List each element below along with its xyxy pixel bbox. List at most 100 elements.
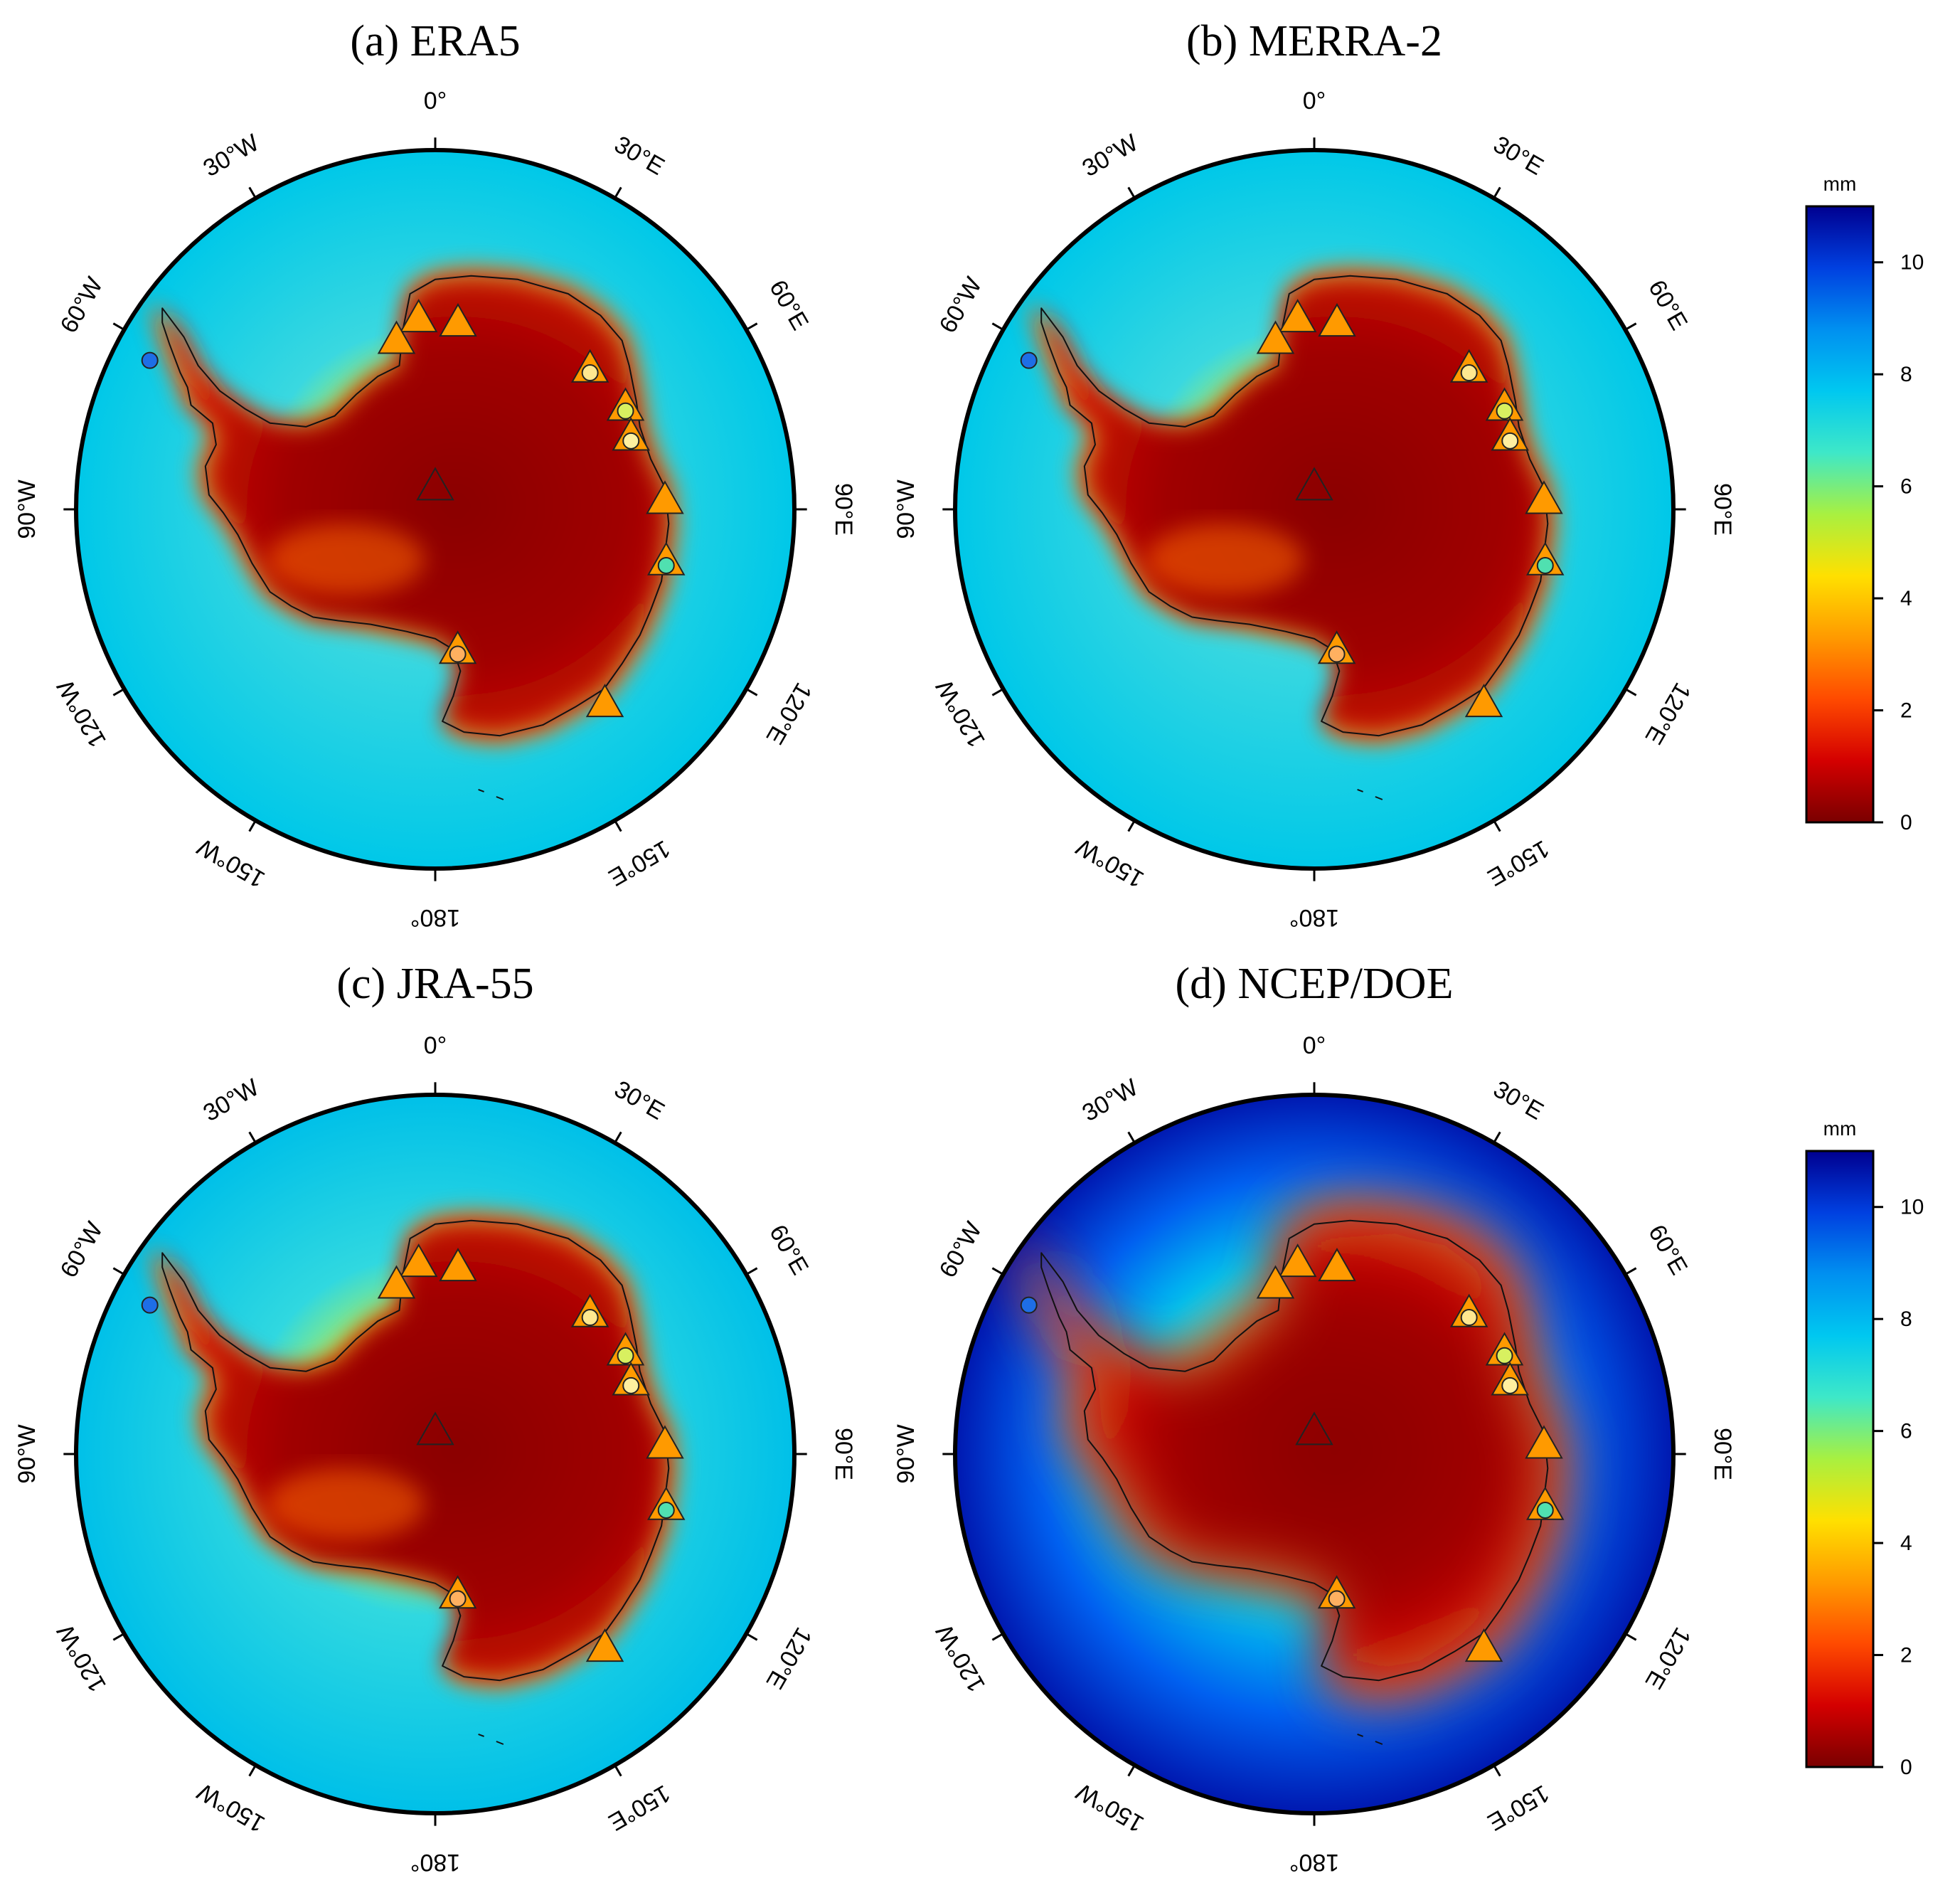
lon-label: 0° <box>1303 1032 1326 1059</box>
colorbar-tick-label: 8 <box>1900 363 1912 386</box>
colorbar-tick-label: 0 <box>1900 1756 1912 1779</box>
station-circle <box>1496 402 1513 420</box>
lon-tick <box>1624 1633 1637 1641</box>
station-triangle <box>1525 480 1563 514</box>
lon-label: 90°E <box>1709 483 1736 536</box>
lon-tick <box>991 1633 1004 1641</box>
lon-label: 180° <box>1289 904 1339 931</box>
station-triangle <box>439 1248 477 1282</box>
lon-label: 30°E <box>609 131 669 181</box>
station-circle <box>1501 1376 1519 1394</box>
lon-label: 150°E <box>604 834 675 891</box>
station-circle <box>1460 364 1478 382</box>
station-triangle <box>377 320 416 354</box>
lon-tick <box>1624 688 1637 696</box>
lon-label: 30°E <box>609 1076 669 1125</box>
map-panel-a: 0° 30°E 60°E 90°E 120°E 150°E 180° 150°W 120°W 90… <box>14 87 857 931</box>
lon-tick <box>1127 1131 1136 1144</box>
lon-tick <box>1127 1764 1136 1777</box>
coastline <box>161 1219 670 1682</box>
lon-label: 60°W <box>55 1217 109 1282</box>
panel-title-b: (b) MERRA-2 <box>1186 17 1442 65</box>
colorbar-tick-label: 10 <box>1900 251 1924 275</box>
colorbar-ramp <box>1805 205 1875 824</box>
ice-sheet-field <box>1044 278 1545 733</box>
station-circle <box>1328 645 1346 663</box>
colorbar-tick-label: 2 <box>1900 699 1912 723</box>
station-triangle <box>1256 1265 1295 1299</box>
lon-tick <box>1127 819 1136 832</box>
lon-label: 60°E <box>764 275 814 334</box>
lon-label: 120°E <box>1639 678 1695 749</box>
lon-label: 90°W <box>893 479 920 539</box>
lon-label: 0° <box>1303 87 1326 115</box>
station-triangle <box>377 1265 416 1299</box>
lon-label: 90°W <box>893 1424 920 1484</box>
lon-label: 120°W <box>52 1620 112 1697</box>
station-circle <box>581 364 599 382</box>
station-triangle <box>1464 1628 1503 1662</box>
station-triangle <box>1464 684 1503 718</box>
lon-tick <box>248 186 257 199</box>
colorbar-ramp <box>1805 1150 1875 1768</box>
lon-tick <box>1493 186 1501 199</box>
station-triangle <box>646 480 684 514</box>
lon-tick <box>248 1764 257 1777</box>
station-circle <box>617 1347 634 1364</box>
islands <box>478 1733 504 1745</box>
colorbar-unit: mm <box>1823 173 1857 195</box>
station-triangle <box>1525 1425 1563 1459</box>
lon-tick <box>1624 322 1637 331</box>
station-triangle <box>1318 303 1356 337</box>
lon-tick <box>614 819 622 832</box>
lon-label: 60°W <box>934 1217 988 1282</box>
panel-title-a: (a) ERA5 <box>350 17 520 65</box>
lon-label: 120°W <box>931 1620 991 1697</box>
lon-label: 60°W <box>934 272 988 337</box>
station-circle <box>1328 1590 1346 1608</box>
ice-sheet-field <box>165 278 666 733</box>
station-circle <box>449 645 467 663</box>
lon-tick <box>745 322 758 331</box>
lon-label: 30°W <box>1077 1074 1142 1128</box>
lon-label: 180° <box>1289 1849 1339 1876</box>
islands <box>478 788 504 800</box>
station-triangle <box>1295 467 1333 501</box>
colorbar-tick-label: 4 <box>1900 587 1912 610</box>
station-triangle <box>399 1243 438 1278</box>
station-circle <box>1536 1501 1554 1519</box>
station-circle <box>622 1376 640 1394</box>
lon-label: 180° <box>410 1849 460 1876</box>
lon-tick <box>1624 1267 1637 1275</box>
lon-label: 150°E <box>1483 1779 1554 1835</box>
coastline <box>1040 275 1549 737</box>
lon-label: 150°E <box>604 1779 675 1835</box>
map-panel-b: 0° 30°E 60°E 90°E 120°E 150°E 180° 150°W 120°W 90… <box>893 87 1736 931</box>
lon-label: 120°W <box>931 675 991 752</box>
lon-label: 60°E <box>764 1220 814 1279</box>
panel-title-c: (c) JRA-55 <box>336 960 533 1008</box>
station-triangle <box>1318 1248 1356 1282</box>
lon-label: 90°W <box>14 479 41 539</box>
station-circle <box>622 432 640 450</box>
lon-tick <box>248 1131 257 1144</box>
station-circle <box>617 402 634 420</box>
lon-label: 90°E <box>830 1428 857 1480</box>
station-circle <box>1020 1296 1038 1314</box>
lon-tick <box>1493 1764 1501 1777</box>
colorbar: mm 0 2 4 6 8 10 <box>1805 1118 1924 1779</box>
station-triangle <box>416 467 454 501</box>
panel-title-d: (d) NCEP/DOE <box>1176 960 1454 1008</box>
ice-sheet-field <box>165 1223 666 1678</box>
lon-tick <box>112 688 125 696</box>
lon-label: 90°W <box>14 1424 41 1484</box>
lon-label: 60°W <box>55 272 109 337</box>
lon-tick <box>614 186 622 199</box>
lon-label: 0° <box>424 87 447 115</box>
colorbar-tick-label: 4 <box>1900 1532 1912 1555</box>
lon-label: 150°W <box>1072 833 1149 893</box>
station-circle <box>657 1501 675 1519</box>
islands <box>1357 1733 1383 1745</box>
lon-tick <box>745 1633 758 1641</box>
